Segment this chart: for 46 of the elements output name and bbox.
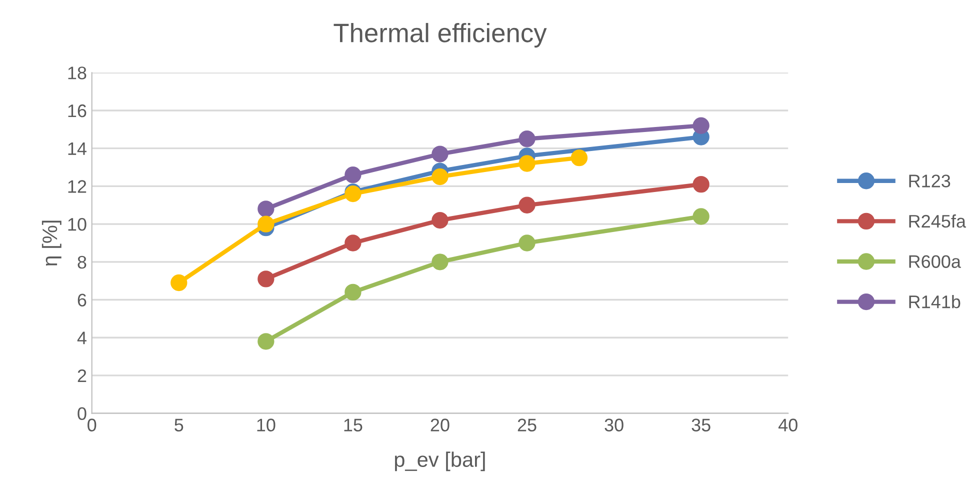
x-tick-label: 20 (430, 418, 450, 432)
point (258, 270, 274, 288)
point (432, 168, 448, 186)
point (570, 149, 588, 166)
y-tick-label: 6 (78, 294, 86, 306)
x-tick-label: 35 (692, 418, 710, 432)
point (170, 274, 188, 292)
x-tick-label: 40 (778, 418, 798, 432)
point (692, 176, 710, 193)
y-axis-title: η [%] (42, 220, 62, 266)
x-tick-label: 15 (344, 418, 362, 432)
point (432, 146, 448, 162)
y-tick-label: 14 (68, 142, 86, 155)
y-tick-label: 16 (68, 104, 86, 118)
y-tick-label: 12 (68, 180, 86, 193)
point (344, 284, 362, 301)
point (258, 216, 274, 232)
y-tick-label: 2 (78, 369, 86, 382)
y-tick-label: 0 (78, 407, 86, 420)
x-tick-label: 10 (257, 418, 276, 432)
chart-title: Thermal efficiency (334, 22, 547, 48)
legend-label: R123 (909, 174, 950, 188)
point (518, 196, 536, 214)
point (432, 254, 448, 270)
point (518, 130, 536, 148)
point (344, 234, 362, 252)
point (258, 200, 274, 218)
legend-label: R245fa (909, 214, 966, 228)
point (518, 234, 536, 252)
point (258, 333, 274, 350)
point (432, 212, 448, 229)
legend-label: R141b (909, 295, 960, 308)
x-tick-label: 30 (604, 418, 624, 432)
point (518, 155, 536, 172)
y-tick-label: 10 (68, 218, 86, 231)
point (344, 166, 362, 184)
x-axis-title: p_ev [bar] (395, 452, 485, 472)
x-tick-label: 0 (88, 418, 96, 432)
y-tick-label: 8 (78, 256, 86, 269)
x-tick-label: 5 (174, 418, 184, 432)
y-tick-label: 4 (77, 332, 86, 344)
legend-label: R600a (909, 255, 961, 268)
x-tick-label: 25 (518, 418, 536, 432)
point (692, 208, 710, 225)
point (692, 117, 710, 134)
y-tick-label: 18 (68, 66, 86, 80)
